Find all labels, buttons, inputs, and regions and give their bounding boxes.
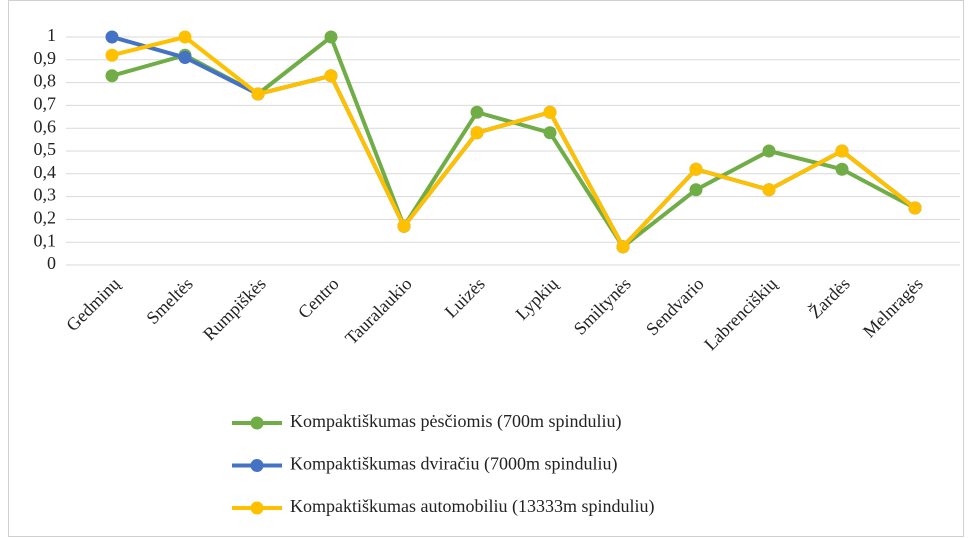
x-tick-label: Centro — [294, 274, 343, 323]
series-marker — [397, 219, 411, 233]
series-line — [111, 35, 917, 249]
series-marker — [251, 87, 265, 101]
series-marker — [105, 69, 119, 83]
series-marker — [543, 126, 557, 140]
series-marker — [689, 183, 703, 197]
series-marker — [324, 69, 338, 83]
y-tick-label: 0,8 — [34, 71, 57, 91]
x-tick-label: Smeltės — [142, 274, 196, 328]
legend-marker — [250, 501, 264, 515]
x-tick-label: Lypkių — [512, 273, 563, 324]
series-marker — [543, 105, 557, 119]
y-tick-label: 0,5 — [34, 139, 57, 159]
series-line — [111, 35, 917, 249]
series-marker — [835, 162, 849, 176]
series-marker — [324, 30, 338, 44]
series-marker — [105, 48, 119, 62]
series-marker — [470, 126, 484, 140]
series-line — [111, 35, 916, 249]
series-marker — [762, 183, 776, 197]
y-tick-label: 0,6 — [34, 116, 57, 136]
y-tick-label: 0,7 — [34, 94, 57, 114]
x-tick-label: Žardės — [804, 273, 853, 322]
series-marker — [689, 162, 703, 176]
legend-marker — [250, 459, 264, 472]
series-marker — [470, 105, 484, 119]
series-marker — [835, 144, 849, 158]
x-tick-label: Melnragės — [859, 274, 927, 342]
y-tick-label: 0,3 — [34, 185, 57, 205]
series-marker — [762, 144, 776, 158]
x-tick-label: Gedminų — [62, 273, 124, 335]
series-marker — [178, 30, 192, 44]
x-tick-label: Labrenciškių — [700, 273, 781, 354]
y-tick-label: 1 — [47, 25, 56, 45]
x-tick-label: Rumpiškės — [199, 274, 270, 345]
series-marker — [908, 201, 922, 215]
series-marker — [616, 240, 630, 254]
x-tick-label: Sendvario — [642, 274, 708, 340]
legend-label: Kompaktiškumas pėsčiomis (700m spinduliu… — [290, 411, 621, 432]
y-tick-label: 0,4 — [34, 162, 57, 182]
x-tick-label: Tauralaukio — [341, 274, 416, 349]
y-tick-label: 0 — [47, 253, 56, 273]
legend-label: Kompaktiškumas automobiliu (13333m spind… — [290, 496, 654, 517]
legend-marker — [250, 416, 264, 430]
chart-frame — [8, 0, 964, 537]
x-tick-label: Smiltynės — [570, 274, 635, 339]
legend-label: Kompaktiškumas dviračiu (7000m spinduliu… — [290, 454, 617, 475]
y-tick-label: 0,2 — [34, 208, 57, 228]
y-tick-label: 0,9 — [34, 48, 57, 68]
y-tick-label: 0,1 — [34, 230, 57, 250]
series-marker — [178, 51, 192, 65]
x-tick-label: Luizės — [441, 274, 489, 322]
series-marker — [105, 30, 119, 44]
